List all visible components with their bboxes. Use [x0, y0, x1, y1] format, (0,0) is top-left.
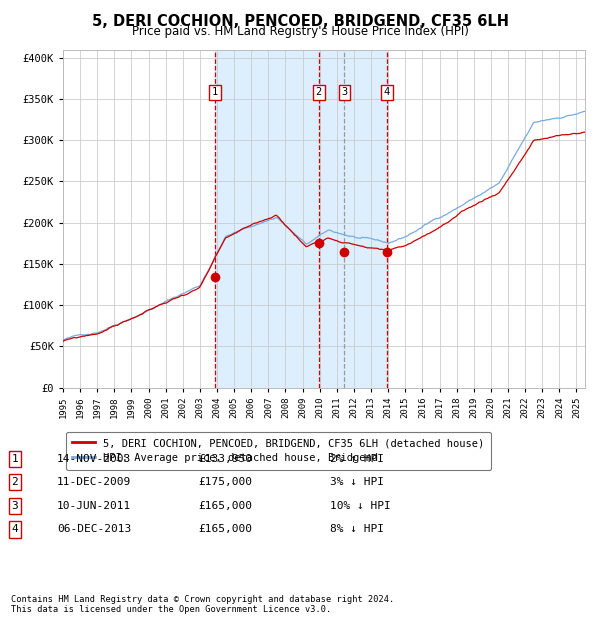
Text: 3: 3: [11, 501, 19, 511]
Text: 4: 4: [383, 87, 390, 97]
Text: 10-JUN-2011: 10-JUN-2011: [57, 501, 131, 511]
Text: 2% ↑ HPI: 2% ↑ HPI: [330, 454, 384, 464]
Text: This data is licensed under the Open Government Licence v3.0.: This data is licensed under the Open Gov…: [11, 604, 331, 614]
Text: Contains HM Land Registry data © Crown copyright and database right 2024.: Contains HM Land Registry data © Crown c…: [11, 595, 394, 604]
Text: 2: 2: [316, 87, 322, 97]
Text: £165,000: £165,000: [198, 501, 252, 511]
Text: 1: 1: [11, 454, 19, 464]
Text: 3: 3: [341, 87, 347, 97]
Text: 5, DERI COCHION, PENCOED, BRIDGEND, CF35 6LH: 5, DERI COCHION, PENCOED, BRIDGEND, CF35…: [91, 14, 509, 29]
Text: 3% ↓ HPI: 3% ↓ HPI: [330, 477, 384, 487]
Text: £133,950: £133,950: [198, 454, 252, 464]
Bar: [215, 50, 387, 388]
Text: 8% ↓ HPI: 8% ↓ HPI: [330, 525, 384, 534]
Text: 11-DEC-2009: 11-DEC-2009: [57, 477, 131, 487]
Text: 14-NOV-2003: 14-NOV-2003: [57, 454, 131, 464]
Text: Price paid vs. HM Land Registry's House Price Index (HPI): Price paid vs. HM Land Registry's House …: [131, 25, 469, 38]
Text: 4: 4: [11, 525, 19, 534]
Legend: 5, DERI COCHION, PENCOED, BRIDGEND, CF35 6LH (detached house), HPI: Average pric: 5, DERI COCHION, PENCOED, BRIDGEND, CF35…: [65, 432, 491, 470]
Text: 1: 1: [212, 87, 218, 97]
Text: 10% ↓ HPI: 10% ↓ HPI: [330, 501, 391, 511]
Text: 06-DEC-2013: 06-DEC-2013: [57, 525, 131, 534]
Text: 2: 2: [11, 477, 19, 487]
Text: £165,000: £165,000: [198, 525, 252, 534]
Text: £175,000: £175,000: [198, 477, 252, 487]
